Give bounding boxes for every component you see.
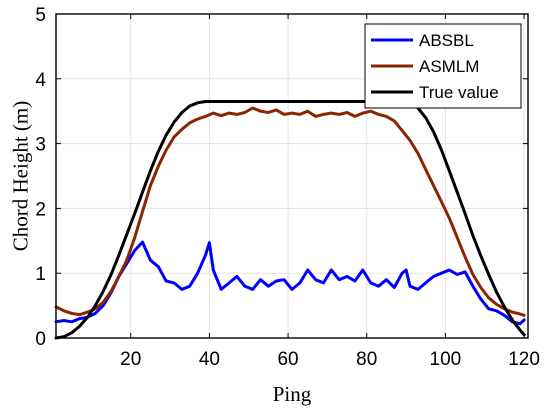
y-axis-ticks: 0 1 2 3 4 5 [35, 5, 528, 350]
y-tick-label: 2 [35, 199, 46, 220]
x-axis-ticks: 20 40 60 80 100 120 [120, 14, 540, 370]
legend-label-asmlm: ASMLM [419, 57, 479, 76]
series-lines [54, 100, 526, 340]
y-tick-label: 0 [35, 329, 46, 350]
series-line-true-value [54, 100, 526, 340]
legend-label-true-value: True value [419, 83, 499, 102]
x-tick-label: 80 [356, 349, 377, 370]
legend-label-absbl: ABSBL [419, 31, 474, 50]
series-line-absbl [54, 240, 526, 326]
x-axis-label: Ping [273, 382, 312, 406]
x-tick-label: 100 [430, 349, 462, 370]
x-tick-label: 60 [277, 349, 298, 370]
x-tick-label: 40 [199, 349, 220, 370]
y-tick-label: 3 [35, 135, 46, 156]
x-tick-label: 120 [508, 349, 540, 370]
y-tick-label: 1 [35, 264, 46, 285]
legend: ABSBL ASMLM True value [364, 23, 522, 109]
y-tick-label: 5 [35, 5, 46, 26]
y-tick-label: 4 [35, 70, 46, 91]
plot-frame [55, 13, 529, 339]
y-axis-label: Chord Height (m) [8, 101, 32, 251]
series-line-asmlm [54, 106, 526, 317]
x-tick-label: 20 [120, 349, 141, 370]
